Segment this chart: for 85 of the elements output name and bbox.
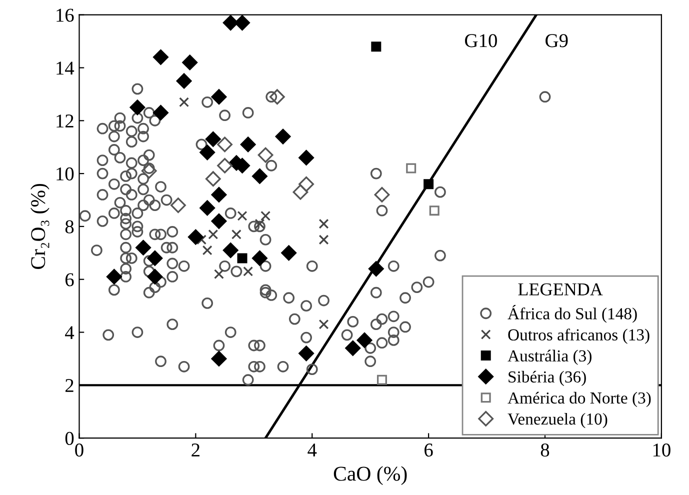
point [176,73,192,89]
legend-label: Austrália (3) [508,350,592,365]
point [179,97,190,108]
point [429,206,440,216]
y-tick-label: 2 [66,379,74,392]
point [200,200,216,216]
legend-label: África do Sul (148) [508,304,637,323]
legend-label: Sibéria (36) [508,370,586,386]
x-axis-title: CaO (%) [334,466,407,486]
point [211,351,227,366]
point [368,261,384,276]
point [222,15,238,30]
point [298,176,314,192]
x-tick-label: 4 [308,444,317,456]
point [243,266,254,276]
x-tick-label: 6 [424,444,433,457]
x-tick-label: 2 [192,444,200,456]
x-tick-label: 8 [540,444,550,457]
point [260,210,271,221]
y-tick-label: 4 [65,326,74,340]
point [258,147,274,163]
point [106,269,122,284]
legend-label: Venezuela (10) [508,412,608,428]
point [254,218,265,229]
point [217,158,232,174]
y-tick-label: 8 [65,220,74,234]
point [406,163,416,174]
point [240,136,256,152]
point [237,210,248,221]
point [170,198,186,214]
point [376,374,387,385]
point [252,168,268,184]
point [275,128,291,144]
x-tick-label: 0 [75,444,84,457]
annotation: G9 [546,34,568,48]
point [318,234,329,245]
legend-label: América do Norte (3) [508,392,651,408]
point [374,187,390,202]
point [202,245,212,256]
point [345,340,361,356]
point [424,179,434,190]
point [231,229,242,240]
point [356,332,372,348]
point [130,100,146,116]
point [205,171,221,187]
point [318,218,329,229]
point [237,253,248,264]
point [136,240,151,256]
y-axis-title: Cr₂O₃ (%) [30,184,50,270]
point [298,346,314,362]
point [281,245,297,261]
point [217,136,232,152]
point [298,150,314,166]
y-tick-label: 6 [65,273,74,286]
point [153,105,168,120]
point [147,269,163,284]
point [196,234,206,245]
x-tick-label: 10 [653,444,670,457]
point [292,184,308,200]
point [153,49,168,65]
point [214,269,224,280]
point [234,15,250,30]
point [318,319,329,330]
y-tick-label: 0 [65,432,74,446]
point [205,131,221,147]
point [147,250,163,266]
point [371,42,382,52]
point [188,229,204,245]
point [208,229,218,240]
point [182,54,198,70]
point [269,89,285,105]
y-tick-label: 16 [56,8,74,22]
legend-title: LEGENDA [518,283,603,296]
point [200,144,216,160]
y-tick-label: 10 [56,167,74,180]
point [211,213,227,229]
point [141,163,157,179]
y-tick-label: 12 [56,114,74,128]
annotation: G10 [465,34,497,48]
y-tick-label: 14 [56,62,74,74]
point [211,187,227,202]
legend-label: Outros africanos (13) [508,328,650,344]
point [252,250,268,266]
point [211,89,227,105]
point [222,242,238,258]
